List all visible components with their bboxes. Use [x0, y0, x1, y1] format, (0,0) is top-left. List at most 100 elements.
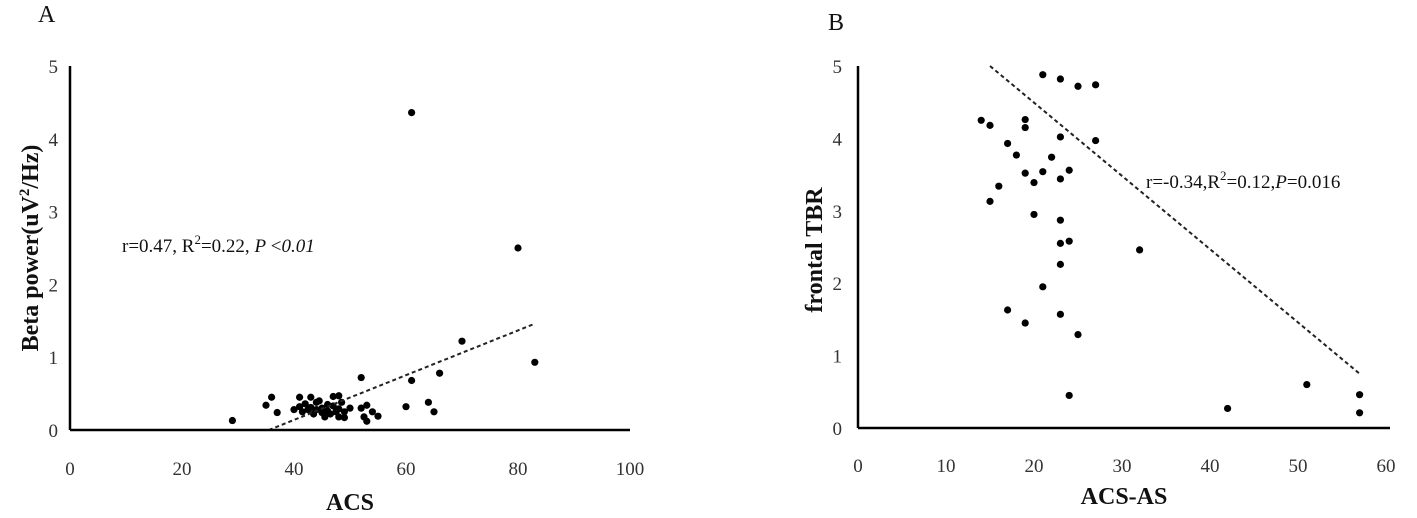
panel-a-y-ticks: 0 1 2 3 4 5 — [49, 57, 59, 442]
panel-b-x-ticks: 0 10 20 30 40 50 60 — [853, 456, 1395, 477]
panel-a-x-tick-label: 20 — [173, 459, 192, 480]
panel-b-y-label: frontal TBR — [802, 187, 828, 313]
panel-b-y-tick-label: 4 — [833, 129, 843, 150]
panel-b-data-point — [1092, 136, 1100, 145]
panel-b-data-point — [1056, 260, 1064, 268]
panel-a-data-point — [296, 393, 304, 401]
panel-b-data-point — [1004, 139, 1012, 148]
panel-b-data-point — [977, 116, 985, 124]
panel-a-letter: A — [38, 2, 56, 28]
panel-a-x-label: ACS — [326, 490, 374, 516]
panel-a-data-point — [307, 403, 315, 412]
panel-b: B 0 1 2 3 4 5 0 10 20 30 40 50 60 ACS-AS frontal TB… — [802, 10, 1396, 510]
panel-b-y-tick-label: 1 — [833, 347, 843, 368]
panel-a-x-tick-label: 100 — [616, 459, 645, 480]
panel-b-data-point — [1048, 153, 1056, 161]
panel-b-data-point — [1224, 404, 1232, 413]
panel-b-data-point — [995, 182, 1003, 190]
panel-b-data-point — [1065, 391, 1073, 400]
panel-b-points — [977, 71, 1364, 417]
panel-b-data-point — [986, 121, 994, 129]
panel-b-data-point — [1356, 409, 1364, 417]
panel-b-data-point — [1056, 133, 1064, 141]
panel-b-data-point — [1012, 151, 1021, 159]
panel-a-data-point — [531, 358, 539, 366]
panel-b-data-point — [986, 197, 994, 205]
panel-a-data-point — [329, 392, 337, 401]
panel-b-x-tick-label: 0 — [853, 456, 863, 477]
panel-b-annotation: r=-0.34,R2=0.12,P=0.016 — [1146, 168, 1340, 193]
panel-b-data-point — [1074, 331, 1082, 339]
panel-a-data-point — [363, 401, 371, 409]
panel-a-data-point — [430, 408, 438, 416]
panel-a-data-point — [514, 244, 522, 252]
panel-b-letter: B — [828, 10, 844, 36]
panel-a-annotation: r=0.47, R2=0.22, P <0.01 — [122, 232, 315, 257]
panel-a-data-point — [273, 408, 281, 417]
panel-b-data-point — [1004, 306, 1012, 314]
panel-a-y-tick-label: 3 — [49, 203, 59, 224]
panel-a-x-tick-label: 0 — [65, 459, 75, 480]
panel-a-data-point — [301, 400, 309, 408]
panel-b-data-point — [1065, 237, 1073, 245]
panel-b-data-point — [1021, 123, 1029, 132]
panel-b-y-tick-label: 2 — [833, 274, 843, 295]
panel-a-data-point — [340, 414, 348, 422]
panel-a-data-point — [368, 408, 376, 416]
panel-a-y-tick-label: 2 — [49, 275, 59, 296]
panel-b-data-point — [1030, 178, 1038, 187]
panel-a-data-point — [338, 398, 346, 406]
panel-a-data-point — [298, 408, 306, 416]
panel-b-x-tick-label: 40 — [1201, 456, 1220, 477]
panel-b-data-point — [1056, 75, 1064, 83]
panel-b-data-point — [1056, 175, 1064, 183]
panel-b-data-point — [1356, 391, 1364, 399]
panel-b-data-point — [1039, 71, 1047, 79]
panel-b-data-point — [1021, 115, 1029, 124]
panel-a-data-point — [307, 393, 315, 401]
panel-a-data-point — [315, 397, 323, 405]
panel-b-trendline — [989, 65, 1361, 375]
panel-a-x-ticks: 0 20 40 60 80 100 — [65, 459, 644, 480]
panel-a-data-point — [335, 405, 343, 413]
panel-b-y-tick-label: 5 — [833, 57, 843, 78]
panel-b-y-tick-label: 0 — [833, 419, 843, 440]
panel-b-y-ticks: 0 1 2 3 4 5 — [833, 57, 843, 440]
panel-b-x-tick-label: 60 — [1377, 456, 1396, 477]
panel-b-data-point — [1092, 81, 1100, 89]
panel-a-data-point — [228, 416, 236, 425]
panel-a-data-point — [357, 373, 365, 382]
panel-a-data-point — [402, 403, 410, 411]
panel-a-data-point — [357, 404, 365, 412]
panel-a-data-point — [340, 408, 348, 416]
panel-b-data-point — [1030, 210, 1038, 219]
panel-a: A 0 1 2 3 4 5 0 20 40 60 80 100 ACS Beta power(uV2… — [17, 2, 644, 516]
panel-b-x-label: ACS-AS — [1081, 484, 1168, 510]
panel-a-data-point — [335, 392, 343, 400]
panel-a-x-tick-label: 40 — [285, 459, 304, 480]
panel-a-data-point — [268, 393, 276, 401]
panel-b-x-tick-label: 10 — [937, 456, 956, 477]
panel-b-data-point — [1056, 310, 1064, 318]
panel-b-data-point — [1074, 82, 1082, 90]
panel-b-y-tick-label: 3 — [833, 202, 843, 223]
panel-a-y-tick-label: 4 — [49, 130, 59, 151]
panel-a-data-point — [408, 108, 416, 117]
panel-b-data-point — [1065, 166, 1073, 174]
panel-a-x-tick-label: 80 — [509, 459, 528, 480]
panel-a-data-point — [335, 413, 343, 421]
panel-a-data-point — [290, 406, 298, 414]
panel-a-data-point — [424, 398, 432, 406]
panel-a-x-tick-label: 60 — [397, 459, 416, 480]
panel-a-data-point — [262, 401, 270, 409]
panel-b-x-tick-label: 20 — [1025, 456, 1044, 477]
panel-b-data-point — [1039, 283, 1047, 291]
panel-a-y-tick-label: 5 — [49, 57, 59, 78]
panel-b-x-tick-label: 50 — [1289, 456, 1308, 477]
panel-b-data-point — [1303, 380, 1311, 389]
panel-b-data-point — [1021, 319, 1029, 327]
panel-a-trendline — [268, 322, 536, 431]
panel-a-data-point — [374, 412, 382, 420]
panel-a-y-tick-label: 0 — [49, 421, 59, 442]
